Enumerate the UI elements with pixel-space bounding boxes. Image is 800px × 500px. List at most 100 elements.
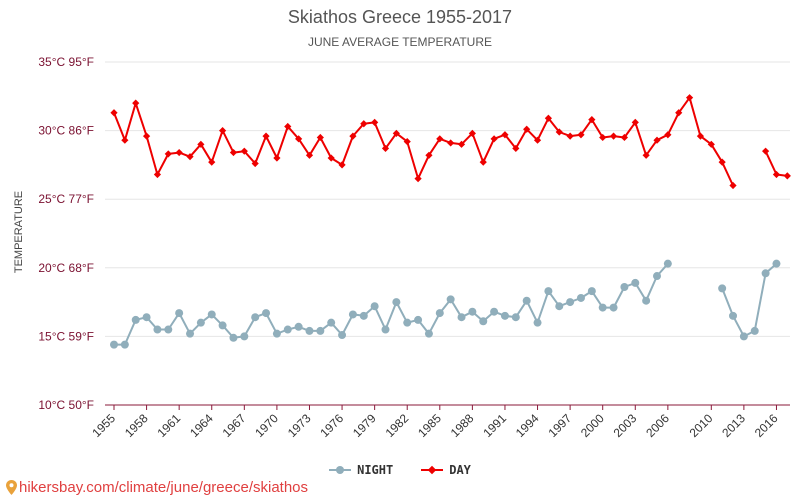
y-tick-label: 10°C 50°F (38, 398, 94, 412)
day-data-point (360, 120, 368, 128)
night-data-point (576, 293, 585, 302)
series-group (110, 94, 791, 349)
x-tick-label: 1973 (285, 411, 314, 440)
day-data-point (262, 132, 270, 140)
legend: NIGHT DAY (0, 463, 800, 477)
y-axis-ticks: 10°C 50°F 15°C 59°F 20°C 68°F 25°C 77°F 30°C… (38, 55, 94, 412)
day-series-line (113, 96, 734, 186)
night-data-point (381, 325, 390, 334)
day-data-point (284, 122, 292, 131)
night-data-point (131, 315, 140, 324)
day-data-point (208, 158, 216, 166)
day-data-point (479, 158, 487, 166)
night-data-point (414, 315, 423, 324)
night-data-point (175, 309, 184, 318)
source-link[interactable]: hikersbay.com/climate/june/greece/skiath… (6, 479, 308, 496)
day-data-point (599, 133, 607, 142)
night-data-point (359, 311, 368, 320)
night-data-point (370, 302, 379, 311)
day-data-point (197, 140, 205, 148)
day-data-point (620, 133, 629, 142)
night-data-point (500, 311, 509, 320)
x-tick-label: 2000 (578, 411, 607, 440)
day-data-point (783, 172, 791, 180)
night-data-point (446, 295, 455, 304)
night-data-point (164, 325, 173, 334)
day-data-point (642, 151, 650, 159)
night-data-point (110, 340, 118, 349)
day-data-point (110, 109, 118, 117)
day-marker-icon (421, 464, 444, 476)
night-data-point (490, 307, 499, 316)
night-data-point (718, 284, 727, 293)
x-tick-label: 1967 (220, 411, 249, 440)
day-data-point (175, 148, 183, 157)
night-data-point (240, 332, 249, 341)
night-data-point (457, 313, 466, 322)
legend-item-night[interactable]: NIGHT (329, 463, 393, 477)
night-data-point (424, 329, 433, 338)
night-data-point (587, 287, 596, 296)
x-tick-label: 1976 (317, 411, 346, 440)
night-data-point (338, 331, 347, 340)
day-data-point (240, 147, 248, 155)
day-data-point (512, 144, 520, 153)
x-tick-label: 1991 (480, 411, 509, 440)
day-data-point (707, 140, 715, 148)
x-tick-label: 1982 (383, 411, 412, 440)
day-data-point (718, 158, 726, 166)
x-tick-label: 1964 (187, 411, 216, 440)
night-data-point (283, 325, 292, 334)
night-data-point (316, 326, 325, 335)
x-tick-label: 1994 (513, 411, 542, 440)
x-tick-label: 2016 (752, 411, 781, 440)
night-series-line (114, 263, 669, 346)
night-data-point (555, 302, 564, 311)
night-data-point (392, 298, 401, 307)
night-data-point (120, 340, 129, 349)
source-text: hikersbay.com/climate/june/greece/skiath… (19, 479, 309, 496)
x-tick-label: 1955 (89, 411, 118, 440)
night-data-point (435, 309, 444, 318)
legend-label-night: NIGHT (357, 463, 394, 477)
night-data-point (305, 326, 314, 335)
chart-subtitle: JUNE AVERAGE TEMPERATURE (307, 35, 493, 49)
x-tick-label: 2013 (719, 411, 748, 440)
night-data-point (663, 259, 672, 268)
night-data-point (653, 272, 661, 281)
night-data-point (544, 287, 553, 296)
day-data-point (403, 137, 411, 146)
day-data-point (762, 147, 770, 155)
night-data-point (272, 329, 281, 338)
night-data-point (772, 259, 781, 268)
day-data-point (219, 127, 227, 135)
day-data-point (121, 136, 129, 144)
night-data-point (739, 332, 748, 341)
day-data-point (566, 132, 574, 140)
day-data-point (772, 170, 781, 179)
day-data-point (544, 114, 552, 122)
night-data-point (153, 325, 162, 334)
legend-label-day: DAY (449, 463, 471, 477)
night-data-point (729, 311, 738, 320)
x-tick-label: 2010 (687, 411, 716, 440)
night-marker-icon (329, 464, 352, 476)
day-data-point (631, 118, 639, 126)
night-data-point (620, 283, 629, 292)
night-data-point (479, 317, 488, 326)
day-data-point (533, 136, 542, 144)
day-data-point (523, 125, 531, 133)
night-data-point (403, 318, 412, 327)
day-data-point (729, 181, 737, 190)
x-tick-label: 2006 (643, 411, 672, 440)
x-tick-label: 1970 (252, 411, 281, 440)
legend-item-day[interactable]: DAY (421, 463, 471, 477)
night-data-point (348, 310, 357, 319)
day-data-point (381, 144, 390, 153)
day-data-point (349, 132, 357, 140)
night-data-point (327, 318, 336, 327)
night-data-point (511, 313, 520, 322)
night-data-point (609, 303, 618, 312)
night-data-point (207, 310, 216, 319)
